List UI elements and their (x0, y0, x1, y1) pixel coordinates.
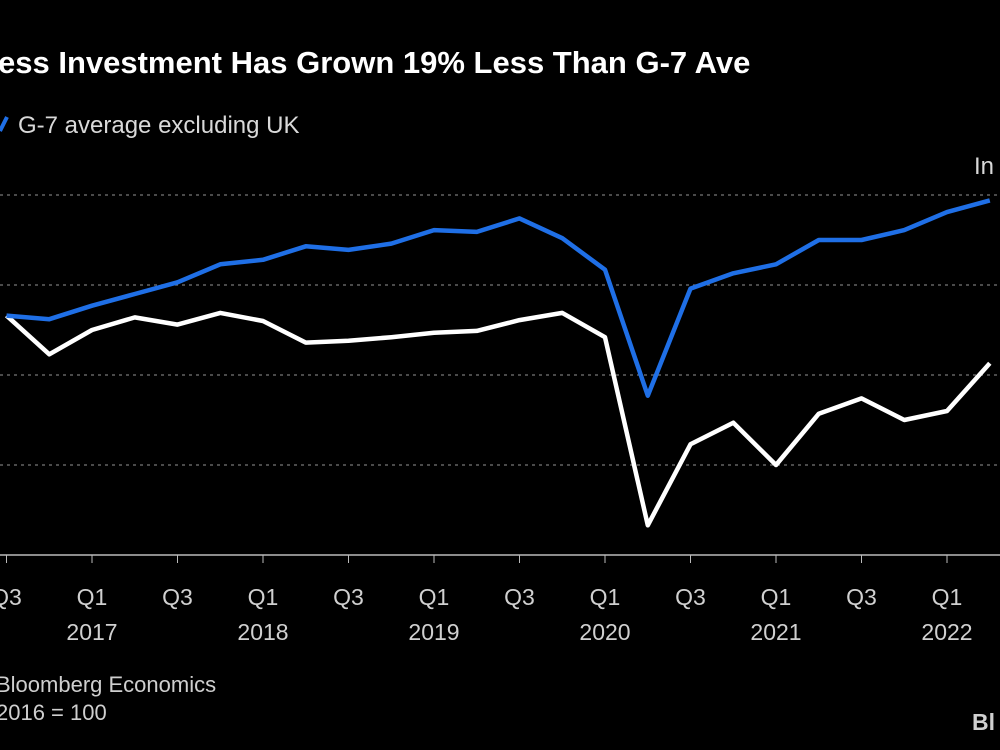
logo: Bl (972, 709, 995, 735)
x-tick-label: Q3 (333, 584, 364, 610)
annotation: In (974, 153, 994, 180)
x-tick-label: Q1 (932, 584, 963, 610)
x-tick-label: Q1 (419, 584, 450, 610)
x-tick-label: Q3 (0, 584, 22, 610)
x-year-label: 2021 (750, 619, 801, 645)
x-year-label: 2019 (408, 619, 459, 645)
source: Bloomberg Economics (0, 672, 216, 697)
series-line (4, 310, 992, 528)
x-tick-label: Q1 (590, 584, 621, 610)
x-tick-label: Q1 (248, 584, 279, 610)
x-tick-label: Q1 (77, 584, 108, 610)
x-tick-label: Q3 (162, 584, 193, 610)
x-year-label: 2017 (66, 619, 117, 645)
series-line (6, 198, 991, 398)
x-tick-label: Q3 (675, 584, 706, 610)
note: 2016 = 100 (0, 700, 107, 725)
chart-title: ess Investment Has Grown 19% Less Than G… (0, 45, 750, 80)
x-tick-label: Q1 (761, 584, 792, 610)
x-tick-label: Q3 (504, 584, 535, 610)
x-year-label: 2018 (237, 619, 288, 645)
x-year-label: 2020 (579, 619, 630, 645)
x-tick-label: Q3 (846, 584, 877, 610)
x-year-label: 2022 (921, 619, 972, 645)
legend-label: G-7 average excluding UK (18, 112, 299, 139)
legend-marker (0, 116, 9, 132)
